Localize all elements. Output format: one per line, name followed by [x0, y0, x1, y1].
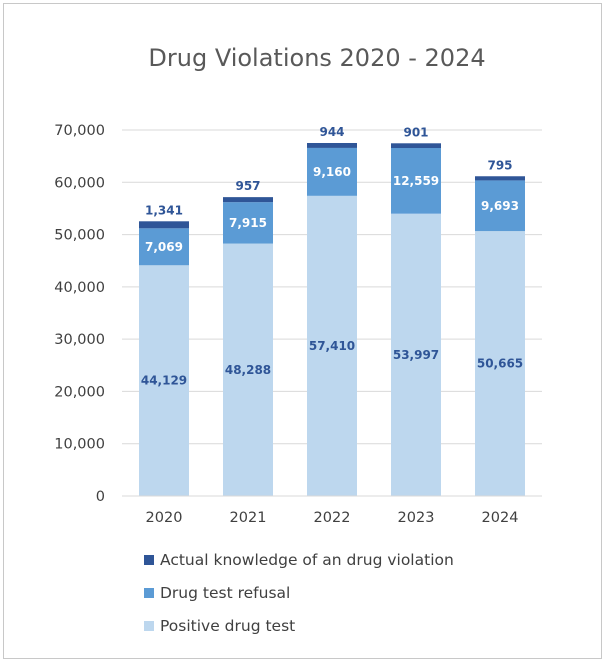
bar-segment [307, 147, 357, 196]
chart-frame: Drug Violations 2020 - 2024 0 10,000 20,00… [3, 3, 602, 659]
bar-segment [391, 213, 441, 496]
bar-segment [223, 197, 273, 203]
data-label: 44,129 [141, 374, 187, 388]
y-axis-ticks: 0 10,000 20,000 30,000 40,000 50,000 60,000 70,… [54, 123, 105, 505]
bar-segment [475, 176, 525, 181]
data-label: 57,410 [309, 339, 355, 353]
bar-segment [391, 148, 441, 214]
legend-swatch [144, 621, 154, 631]
bar-segment [139, 265, 189, 496]
chart-title: Drug Violations 2020 - 2024 [148, 44, 485, 72]
bar-segment [223, 243, 273, 496]
y-tick-label: 40,000 [54, 280, 105, 296]
bar-segment [223, 202, 273, 244]
x-axis-ticks: 2020 2021 2022 2023 2024 [122, 495, 542, 526]
stacked-bars: 44,129 7,069 1,341 48,288 7,915 957 57,410 9,16… [139, 125, 525, 497]
data-label: 50,665 [477, 357, 523, 371]
legend-label: Positive drug test [160, 617, 295, 635]
y-tick-label: 60,000 [54, 175, 105, 191]
data-label: 795 [487, 158, 512, 172]
y-tick-label: 10,000 [54, 437, 105, 453]
y-tick-label: 70,000 [54, 123, 105, 139]
x-tick-label: 2021 [230, 510, 267, 526]
legend-swatch [144, 588, 154, 598]
x-tick-label: 2024 [482, 510, 519, 526]
drug-violations-chart: Drug Violations 2020 - 2024 0 10,000 20,00… [54, 44, 542, 635]
x-tick-label: 2020 [146, 510, 183, 526]
data-label: 1,341 [145, 203, 183, 217]
data-label: 957 [235, 179, 260, 193]
bar-segment [139, 228, 189, 266]
legend-label: Drug test refusal [160, 584, 290, 602]
y-tick-label: 0 [96, 489, 105, 505]
data-label: 48,288 [225, 363, 271, 377]
legend: Actual knowledge of an drug violation Dru… [144, 551, 454, 635]
y-tick-label: 30,000 [54, 332, 105, 348]
legend-swatch [144, 555, 154, 565]
bar-segment [139, 221, 189, 229]
x-tick-label: 2023 [398, 510, 435, 526]
data-label: 9,160 [313, 165, 351, 179]
data-label: 901 [403, 125, 428, 139]
data-label: 7,069 [145, 240, 183, 254]
data-label: 9,693 [481, 199, 519, 213]
bar-segment [307, 195, 357, 497]
y-tick-label: 20,000 [54, 384, 105, 400]
x-tick-label: 2022 [314, 510, 351, 526]
data-label: 7,915 [229, 216, 267, 230]
data-label: 944 [319, 125, 344, 139]
bar-segment [391, 143, 441, 149]
data-label: 12,559 [393, 174, 439, 188]
data-label: 53,997 [393, 348, 439, 362]
bar-segment [307, 142, 357, 148]
y-tick-label: 50,000 [54, 228, 105, 244]
bar-segment [475, 180, 525, 232]
legend-label: Actual knowledge of an drug violation [160, 551, 454, 569]
bar-segment [475, 231, 525, 496]
